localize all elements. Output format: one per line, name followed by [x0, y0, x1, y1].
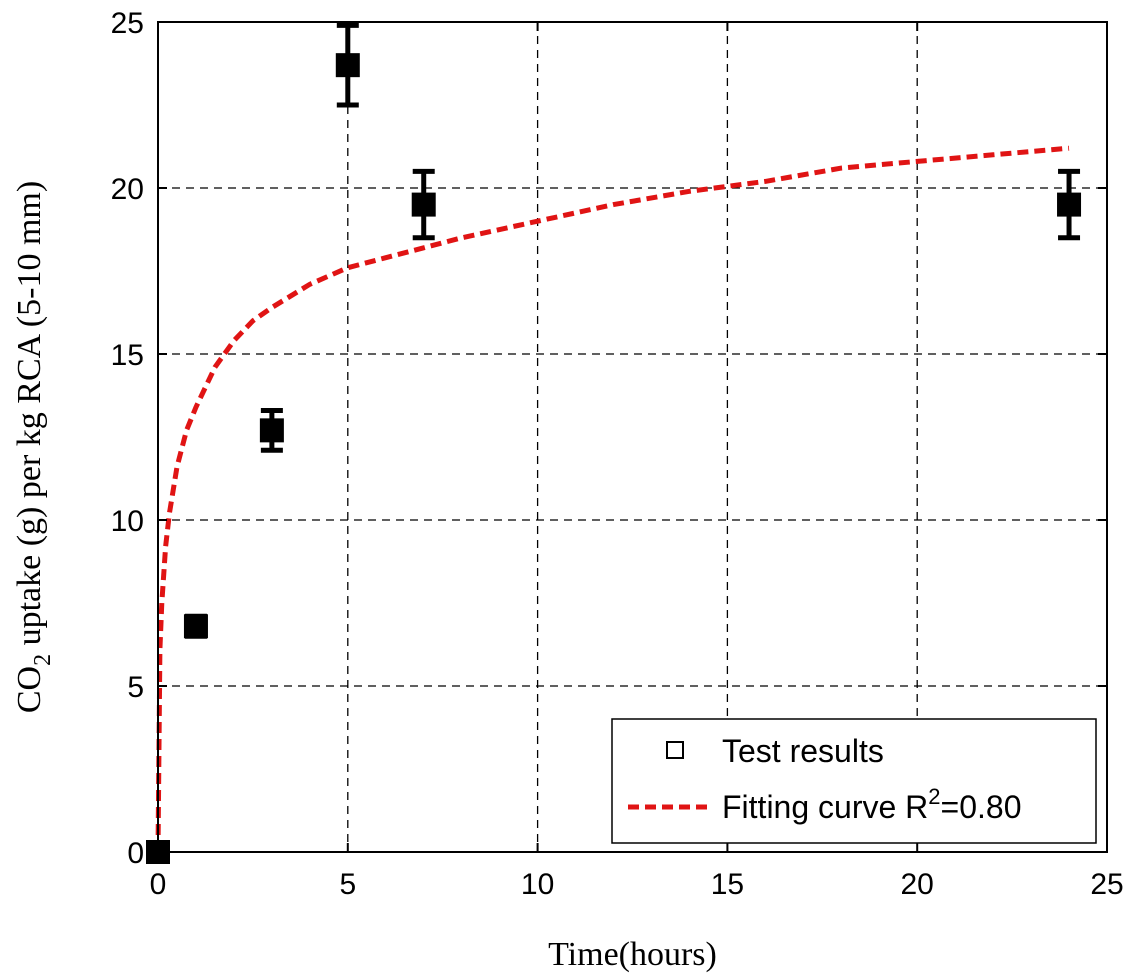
y-axis-title-subscript: 2	[30, 654, 56, 666]
data-marker	[259, 418, 284, 443]
x-tick-label: 15	[711, 868, 744, 901]
data-point	[1057, 168, 1082, 241]
legend-label-test-results: Test results	[722, 733, 884, 769]
legend-label-fitting-curve: Fitting curve R2=0.80	[722, 784, 1022, 825]
data-marker	[1057, 192, 1082, 217]
data-marker	[335, 53, 360, 78]
y-axis-title-prefix: CO	[11, 666, 48, 713]
data-point	[259, 407, 284, 453]
data-point	[411, 168, 436, 241]
test-results-layer	[146, 22, 1082, 864]
fitting-curve-layer	[155, 145, 1070, 853]
y-tick-label: 15	[111, 339, 144, 372]
x-tick-label: 20	[901, 868, 934, 901]
y-axis-title-suffix: uptake (g) per kg RCA (5-10 mm)	[11, 181, 48, 654]
y-tick-label: 20	[111, 173, 144, 206]
legend-box	[611, 718, 1097, 844]
legend-label-fitting-curve-value: =0.80	[941, 789, 1022, 825]
y-tick-label: 5	[127, 671, 144, 704]
fitting-curve-line	[155, 145, 1070, 853]
y-tick-label: 10	[111, 505, 144, 538]
x-axis-title: Time(hours)	[548, 936, 717, 973]
y-tick-label: 25	[111, 7, 144, 40]
data-marker	[411, 192, 436, 217]
y-axis-title: CO2 uptake (g) per kg RCA (5-10 mm)	[11, 181, 56, 713]
x-tick-label: 25	[1090, 868, 1123, 901]
legend-marker-test-results	[666, 741, 684, 759]
y-tick-label: 0	[127, 837, 144, 870]
axis-ticks: 0 5 10 15 20 25 0 5 10 15 20 25	[111, 7, 1124, 901]
x-tick-label: 5	[339, 868, 356, 901]
data-point	[335, 22, 360, 108]
legend-label-fitting-curve-text: Fitting curve R	[722, 789, 928, 825]
legend-label-fitting-curve-superscript: 2	[928, 784, 940, 809]
legend: Test results Fitting curve R2=0.80	[611, 718, 1097, 844]
data-point	[183, 613, 208, 639]
plot-frame	[157, 21, 1108, 853]
x-tick-label: 10	[521, 868, 554, 901]
x-tick-label: 0	[150, 868, 167, 901]
grid	[158, 22, 1107, 852]
data-marker	[183, 614, 208, 639]
